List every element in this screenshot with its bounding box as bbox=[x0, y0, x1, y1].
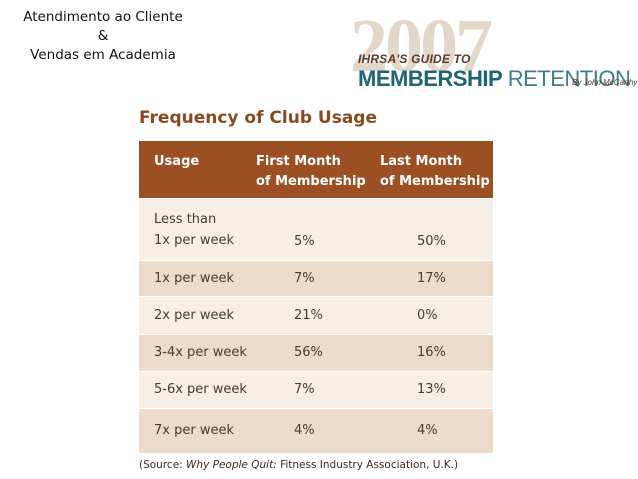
header-first-month: First Month of Membership bbox=[256, 141, 380, 199]
table-row: 1x per week 7% 17% bbox=[139, 260, 493, 297]
source-prefix: (Source: bbox=[139, 459, 187, 471]
logo-title-bold: MEMBERSHIP bbox=[358, 66, 503, 91]
row-usage-line-2: 1x per week bbox=[154, 232, 234, 248]
row-first-month: 56% bbox=[256, 334, 380, 372]
slide-title-line-3: Vendas em Academia bbox=[30, 47, 176, 63]
slide-title-line-2: & bbox=[97, 28, 109, 44]
logo-title: MEMBERSHIP RETENTION bbox=[358, 66, 631, 92]
row-usage: 2x per week bbox=[139, 296, 256, 335]
logo-author: By John McCarthy bbox=[572, 78, 638, 87]
row-first-month: 7% bbox=[256, 371, 380, 409]
row-last-month: 17% bbox=[380, 260, 493, 297]
row-usage: 3-4x per week bbox=[139, 334, 256, 372]
source-citation: (Source: Why People Quit: Fitness Indust… bbox=[139, 459, 458, 471]
row-usage: 7x per week bbox=[139, 408, 256, 453]
source-title: Why People Quit: bbox=[186, 459, 277, 471]
frequency-table: Usage First Month of Membership Last Mon… bbox=[139, 141, 493, 453]
row-first-month: 5% bbox=[256, 198, 380, 261]
table-title: Frequency of Club Usage bbox=[139, 108, 377, 128]
row-first-month: 4% bbox=[256, 408, 380, 453]
table-header-row: Usage First Month of Membership Last Mon… bbox=[139, 141, 493, 199]
table-row: 3-4x per week 56% 16% bbox=[139, 334, 493, 372]
row-first-month: 21% bbox=[256, 296, 380, 335]
logo-year: 2007 bbox=[350, 4, 493, 88]
header-last-month-line-2: of Membership bbox=[380, 174, 490, 189]
row-usage: Less than 1x per week bbox=[139, 198, 256, 261]
row-usage: 1x per week bbox=[139, 260, 256, 297]
header-first-month-line-2: of Membership bbox=[256, 174, 366, 189]
row-first-month: 7% bbox=[256, 260, 380, 297]
ihrsa-guide-logo: 2007 IHRSA'S GUIDE TO MEMBERSHIP RETENTI… bbox=[336, 8, 638, 96]
slide-title: Atendimento ao Cliente & Vendas em Acade… bbox=[8, 8, 198, 65]
row-last-month: 50% bbox=[380, 198, 493, 261]
logo-title-light: RETENTION bbox=[507, 66, 631, 91]
row-last-month: 4% bbox=[380, 408, 493, 453]
header-last-month: Last Month of Membership bbox=[380, 141, 493, 199]
table-row: 7x per week 4% 4% bbox=[139, 408, 493, 453]
table-row: 5-6x per week 7% 13% bbox=[139, 371, 493, 409]
row-usage-line-1: Less than bbox=[154, 211, 217, 227]
slide-title-line-1: Atendimento ao Cliente bbox=[23, 9, 183, 25]
row-last-month: 0% bbox=[380, 296, 493, 335]
logo-subtitle: IHRSA'S GUIDE TO bbox=[358, 52, 471, 66]
header-usage: Usage bbox=[139, 141, 256, 199]
row-last-month: 13% bbox=[380, 371, 493, 409]
row-last-month: 16% bbox=[380, 334, 493, 372]
header-first-month-line-1: First Month bbox=[256, 154, 341, 169]
table-row: 2x per week 21% 0% bbox=[139, 296, 493, 335]
row-usage: 5-6x per week bbox=[139, 371, 256, 409]
header-last-month-line-1: Last Month bbox=[380, 154, 463, 169]
source-suffix: Fitness Industry Association, U.K.) bbox=[276, 459, 459, 471]
table-row: Less than 1x per week 5% 50% bbox=[139, 198, 493, 261]
